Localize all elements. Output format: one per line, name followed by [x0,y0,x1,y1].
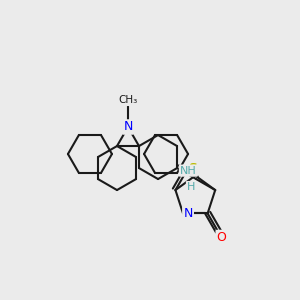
Text: O: O [217,231,226,244]
Text: N: N [183,207,193,220]
Text: S: S [188,161,197,175]
Text: H: H [187,182,195,192]
Text: NH: NH [180,166,197,176]
Text: N: N [123,121,133,134]
Text: CH₃: CH₃ [118,95,138,105]
